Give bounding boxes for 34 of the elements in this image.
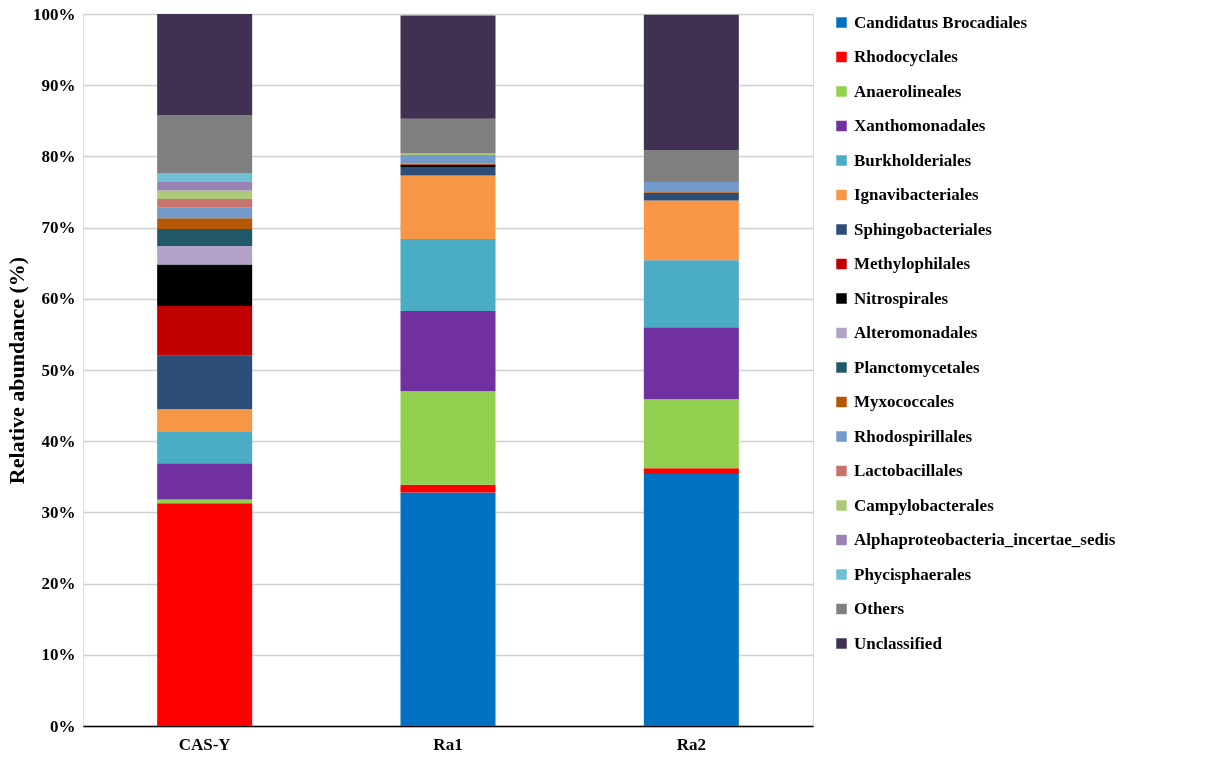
y-tick-label: 10% [41,645,76,665]
legend-label: Xanthomonadales [854,116,986,135]
legend-label: Myxococcales [854,392,955,411]
legend-label: Ignavibacteriales [854,185,980,204]
legend-label: Candidatus Brocadiales [854,12,1028,32]
y-tick-label: 90% [41,75,76,95]
legend-label: Campylobacterales [854,495,995,515]
y-tick-label: 30% [41,502,76,522]
legend-label: Lactobacillales [854,461,963,480]
y-tick-label: 20% [41,574,76,594]
x-tick-label: Ra1 [433,734,463,754]
y-tick-label: 0% [50,716,76,736]
legend-label: Phycisphaerales [854,564,972,584]
legend-label: Alphaproteobacteria_incertae_sedis [854,530,1116,549]
legend-label: Sphingobacteriales [854,219,993,239]
legend-label: Alteromonadales [854,323,978,342]
legend-label: Methylophilales [854,254,971,273]
x-tick-label: Ra2 [676,734,706,754]
x-tick-label: CAS-Y [178,734,231,754]
legend-label: Planctomycetales [854,357,980,377]
legend-label: Rhodospirillales [854,426,973,446]
legend-label: Burkholderiales [854,150,972,170]
y-tick-label: 70% [41,218,76,238]
legend-label: Others [854,599,905,618]
y-tick-label: 50% [41,360,76,380]
y-tick-label: 100% [33,4,76,24]
y-tick-label: 80% [41,146,76,166]
y-tick-label: 60% [41,289,76,309]
y-tick-label: 40% [41,431,76,451]
y-axis-title: Relative abundance (%) [4,256,29,485]
legend-label: Rhodocyclales [854,47,959,66]
legend-label: Anaerolineales [854,81,962,101]
legend-label: Nitrospirales [854,288,949,308]
legend-label: Unclassified [854,633,943,653]
